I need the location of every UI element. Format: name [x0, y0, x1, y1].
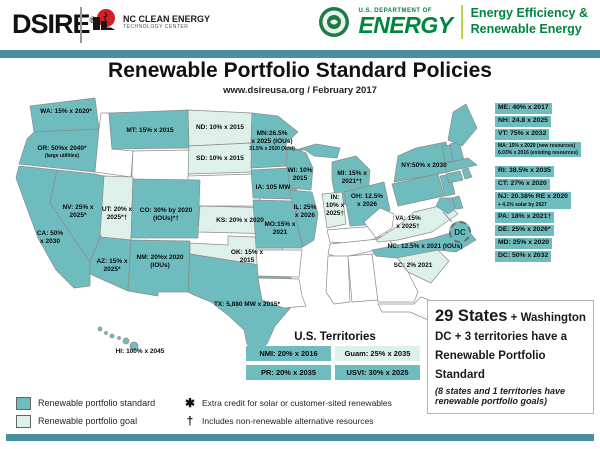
us-territories-grid: NMI: 20% x 2016 Guam: 25% x 2035 PR: 20% x… — [246, 346, 424, 380]
state-WV — [363, 207, 395, 239]
us-territories-title: U.S. Territories — [294, 331, 376, 343]
dc-leader-line — [442, 211, 453, 223]
nc-clean-energy-icon — [93, 9, 115, 30]
state-LA — [257, 277, 307, 309]
legend-symbol-label-1: Includes non-renewable alternative resou… — [202, 416, 374, 426]
us-territories-box: U.S. Territories NMI: 20% x 2016 Guam: 25… — [246, 331, 424, 380]
territory-pill-1: Guam: 25% x 2035 — [335, 346, 420, 361]
state-AR — [255, 249, 303, 278]
state-ND — [187, 109, 253, 147]
dc-badge: DC — [449, 221, 471, 243]
doe-divider — [460, 5, 463, 39]
state-UT — [99, 175, 134, 241]
territory-pill-2: PR: 20% x 2035 — [246, 365, 331, 380]
asterisk-icon: ✱ — [184, 396, 196, 410]
state-HI-island-3 — [109, 333, 115, 339]
state-MS — [325, 255, 351, 305]
state-VA — [375, 203, 459, 243]
legend-symbol-item-0: ✱ Extra credit for solar or customer-site… — [182, 394, 392, 412]
state-PA — [391, 173, 445, 207]
header-divider — [80, 7, 82, 43]
legend-swatch-standard — [16, 396, 31, 410]
summary-text: + Washington DC + 3 territories have a R… — [435, 312, 586, 381]
state-WI — [285, 145, 314, 191]
legend-swatch-goal — [16, 414, 31, 428]
state-WA — [29, 97, 100, 133]
state-DE — [451, 195, 464, 210]
legend-label-goal: Renewable portfolio goal — [38, 416, 138, 426]
state-HI-island-5 — [122, 337, 130, 345]
summary-count: 29 States — [435, 307, 508, 325]
legend-label-standard: Renewable portfolio standard — [38, 398, 156, 408]
eere-line1: Energy Efficiency & — [470, 6, 588, 21]
state-HI-island-2 — [104, 331, 108, 335]
state-MA — [443, 157, 478, 173]
state-IN — [321, 191, 347, 229]
state-MD — [435, 197, 456, 215]
doe-wordmark: U.S. DEPARTMENT OF ENERGY — [358, 7, 453, 38]
state-HI-island-6 — [129, 341, 139, 351]
state-IL — [289, 189, 319, 248]
header: DSIRE® NC CLEAN ENERGY TECHNOLOGY CENTER — [0, 0, 600, 50]
legend-symbols: ✱ Extra credit for solar or customer-site… — [182, 394, 392, 430]
doe-seal-icon — [319, 7, 350, 37]
dsire-logo-text: DSIRE — [12, 9, 91, 39]
state-ME — [447, 103, 478, 147]
state-MT — [108, 109, 190, 150]
registered-mark: ® — [89, 15, 97, 25]
page-subtitle: www.dsireusa.org / February 2017 — [223, 85, 377, 96]
nc-clean-energy-line1: NC CLEAN ENERGY — [123, 14, 211, 24]
state-MN — [250, 112, 299, 169]
summary-box: 29 States + Washington DC + 3 territorie… — [427, 300, 594, 415]
bottom-accent-bar — [6, 434, 594, 441]
page-title: Renewable Portfolio Standard Policies — [108, 59, 492, 82]
nc-clean-energy-text: NC CLEAN ENERGY TECHNOLOGY CENTER — [123, 14, 210, 30]
state-NM — [127, 239, 191, 297]
territory-pill-0: NMI: 20% x 2016 — [246, 346, 331, 361]
territory-pill-3: USVI: 30% x 2025 — [335, 365, 420, 380]
top-accent-bar — [0, 50, 600, 58]
doe-energy-text: ENERGY — [358, 11, 453, 38]
eere-line2: Renewable Energy — [470, 22, 582, 36]
legend-item-goal: Renewable portfolio goal — [16, 412, 155, 430]
state-MI-upper — [295, 143, 341, 159]
state-HI-island-4 — [117, 336, 121, 340]
state-SD — [187, 142, 253, 175]
state-CT — [445, 170, 464, 184]
nc-clean-energy-line2: TECHNOLOGY CENTER — [123, 24, 189, 30]
legend-symbol-label-0: Extra credit for solar or customer-sited… — [202, 398, 392, 408]
state-RI — [461, 167, 473, 180]
nc-clean-energy-logo: NC CLEAN ENERGY TECHNOLOGY CENTER — [90, 8, 210, 36]
legend-symbol-item-1: † Includes non-renewable alternative reso… — [182, 412, 392, 430]
eere-text: Energy Efficiency & Renewable Energy — [471, 6, 588, 37]
state-OR — [18, 128, 100, 173]
state-MO — [252, 199, 303, 249]
legend-item-standard: Renewable portfolio standard — [16, 394, 155, 412]
dsire-logo: DSIRE® — [12, 9, 96, 40]
summary-note: (8 states and 1 territories have renewab… — [435, 385, 566, 407]
doe-dept-text: U.S. DEPARTMENT OF — [358, 7, 433, 14]
doe-logo-block: U.S. DEPARTMENT OF ENERGY Energy Efficie… — [318, 5, 588, 39]
state-CO — [130, 178, 201, 239]
state-HI-island-1 — [97, 326, 103, 332]
dagger-icon: † — [186, 414, 194, 428]
legend-swatches: Renewable portfolio standard Renewable po… — [16, 394, 155, 430]
